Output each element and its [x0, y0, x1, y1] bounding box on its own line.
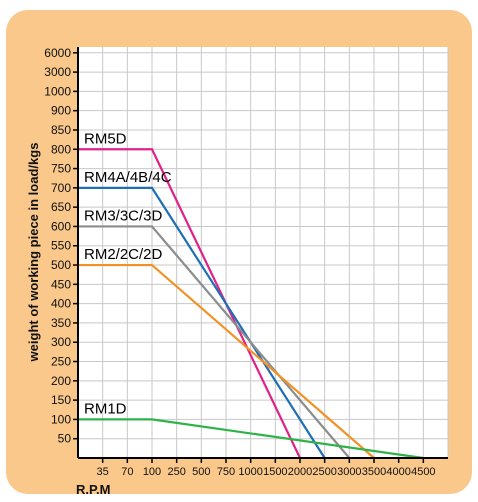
x-tick-label: 750 [217, 466, 235, 478]
y-tick-label: 650 [51, 200, 71, 214]
x-tick-label: 3500 [362, 466, 386, 478]
plot-area [78, 47, 448, 458]
series-label: RM5D [84, 130, 127, 147]
series-label: RM3/3C/3D [84, 207, 163, 224]
series-labels: RM5D RM4A/4B/4C RM3/3C/3D RM2/2C/2D RM1D [84, 130, 172, 417]
series-label: RM4A/4B/4C [84, 169, 172, 186]
y-tick-label: 1000 [44, 84, 71, 98]
y-tick-label: 750 [51, 162, 71, 176]
x-tick-label: 1500 [263, 466, 287, 478]
y-tick-label: 700 [51, 181, 71, 195]
series-line [78, 186, 326, 459]
x-tick-label: 3000 [337, 466, 361, 478]
y-tick-label: 6000 [44, 46, 71, 60]
x-tick-label: 4500 [411, 466, 435, 478]
y-tick-labels: 6000 3000 1000 900 850 800 750 700 650 600 550 500 4… [44, 46, 78, 446]
x-tick-label: 250 [167, 466, 185, 478]
y-tick-label: 850 [51, 123, 71, 137]
y-tick-label: 800 [51, 142, 71, 156]
x-axis-title: R.P.M [76, 482, 110, 497]
y-tick-label: 3000 [44, 65, 71, 79]
x-tick-label: 100 [143, 466, 161, 478]
series-label: RM2/2C/2D [84, 246, 163, 263]
x-tick-label: 70 [121, 466, 133, 478]
y-tick-label: 450 [51, 277, 71, 291]
y-tick-label: 250 [51, 355, 71, 369]
y-tick-label: 900 [51, 104, 71, 118]
x-tick-label: 2000 [288, 466, 312, 478]
y-tick-label: 600 [51, 219, 71, 233]
y-axis-title: weight of working piece in load/kgs [26, 143, 41, 363]
series-line [78, 263, 375, 459]
x-tick-label: 2500 [312, 466, 336, 478]
y-tick-label: 550 [51, 239, 71, 253]
x-tick-label: 4000 [386, 466, 410, 478]
series-lines [78, 148, 424, 460]
y-tick-label: 300 [51, 335, 71, 349]
y-tick-label: 150 [51, 393, 71, 407]
y-tick-label: 400 [51, 297, 71, 311]
series-line [78, 148, 301, 459]
x-tick-label: 1000 [238, 466, 262, 478]
y-tick-label: 50 [58, 432, 72, 446]
y-tick-label: 350 [51, 316, 71, 330]
y-tick-label: 500 [51, 258, 71, 272]
series-label: RM1D [84, 400, 127, 417]
x-tick-label: 35 [97, 466, 109, 478]
y-tick-label: 100 [51, 412, 71, 426]
y-tick-label: 200 [51, 374, 71, 388]
series-line [78, 418, 424, 460]
x-tick-label: 500 [192, 466, 210, 478]
x-tick-labels: 35 70 100 250 500 750 1000 1500 2000 2500 3000 3500… [97, 458, 436, 478]
